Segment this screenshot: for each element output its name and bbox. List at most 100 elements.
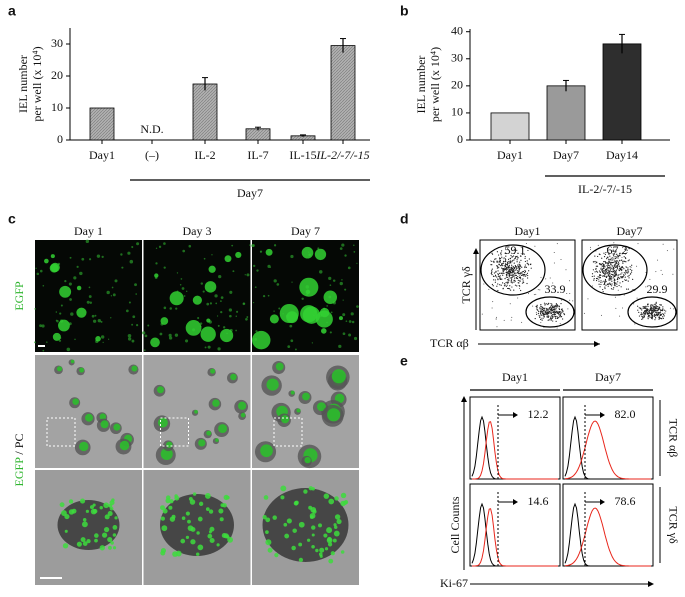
- event: [535, 293, 537, 295]
- gfp-cell: [62, 543, 69, 549]
- event: [608, 258, 610, 260]
- event: [543, 310, 545, 312]
- event: [673, 248, 675, 250]
- speckle: [342, 299, 344, 301]
- event: [569, 293, 571, 295]
- event: [507, 267, 509, 269]
- event: [483, 283, 485, 285]
- event: [540, 317, 542, 319]
- event: [540, 311, 542, 313]
- event: [514, 280, 516, 282]
- event: [516, 261, 518, 263]
- event: [559, 314, 562, 316]
- event: [511, 269, 514, 271]
- cell-cluster: [52, 332, 61, 341]
- histogram: [562, 483, 654, 567]
- event: [600, 281, 602, 283]
- event: [602, 267, 604, 269]
- gfp-cell: [323, 493, 330, 499]
- event: [621, 256, 623, 258]
- gfp-cell: [81, 521, 88, 528]
- event: [558, 316, 561, 318]
- event: [665, 310, 667, 312]
- event: [555, 315, 557, 317]
- event: [601, 262, 603, 265]
- event: [614, 257, 617, 260]
- event: [505, 255, 507, 257]
- event: [556, 327, 558, 329]
- event: [618, 265, 621, 267]
- gfp-cell: [291, 545, 296, 551]
- event: [606, 272, 608, 274]
- column-label: Day7: [595, 370, 621, 384]
- gfp-cell: [334, 514, 341, 520]
- panel-label: a: [8, 3, 16, 19]
- cell-cluster-gfp: [119, 440, 130, 451]
- event: [526, 260, 528, 262]
- cell-cluster: [76, 307, 87, 318]
- event: [555, 304, 557, 306]
- y-axis-label-line: IEL number: [414, 56, 428, 114]
- event: [559, 323, 561, 325]
- event: [621, 259, 623, 261]
- event: [507, 282, 509, 284]
- event: [515, 272, 517, 274]
- x-axis-label: TCR αβ: [430, 336, 469, 350]
- event: [609, 283, 611, 285]
- event: [608, 278, 610, 280]
- event: [620, 273, 622, 275]
- event: [608, 272, 610, 274]
- event: [501, 278, 503, 280]
- gate: [627, 296, 677, 328]
- event: [540, 305, 542, 307]
- speckle: [344, 254, 347, 257]
- event: [504, 265, 507, 268]
- speckle: [35, 267, 37, 270]
- cell-cluster-gfp: [260, 444, 273, 458]
- gfp-cell: [319, 547, 325, 553]
- arrow-head: [594, 341, 600, 347]
- event: [600, 268, 602, 270]
- gfp-cell: [263, 495, 269, 500]
- event: [659, 307, 661, 309]
- event: [522, 280, 524, 282]
- speckle: [319, 270, 323, 274]
- cell-cluster-gfp: [240, 412, 246, 418]
- event: [547, 303, 549, 305]
- event: [590, 248, 592, 250]
- event: [601, 257, 603, 259]
- event: [625, 271, 627, 273]
- gate-percentage: 78.6: [615, 494, 636, 508]
- y-tick-label: 0: [457, 132, 463, 146]
- event: [511, 261, 513, 263]
- event: [637, 243, 639, 245]
- speckle: [184, 339, 189, 343]
- event: [641, 313, 643, 315]
- event: [509, 251, 511, 253]
- event: [634, 323, 636, 325]
- event: [555, 308, 557, 310]
- speckle: [74, 338, 76, 341]
- event: [613, 264, 615, 266]
- speckle: [332, 279, 336, 282]
- event: [520, 259, 522, 261]
- event: [560, 259, 562, 261]
- event: [620, 276, 622, 278]
- event: [508, 274, 511, 276]
- event: [598, 279, 600, 281]
- gfp-cell: [324, 547, 329, 551]
- gfp-cell: [280, 485, 287, 492]
- y-axis-label: IEL numberper well (x 10⁴): [414, 47, 442, 122]
- event: [642, 318, 644, 320]
- event: [606, 265, 608, 267]
- event: [547, 309, 549, 311]
- column-label: Day7: [617, 224, 643, 238]
- event: [508, 270, 511, 273]
- speckle: [69, 298, 72, 301]
- bar: [330, 45, 356, 141]
- event: [523, 275, 525, 277]
- event: [604, 272, 606, 275]
- event: [657, 308, 660, 311]
- event: [653, 315, 656, 317]
- event: [521, 253, 523, 256]
